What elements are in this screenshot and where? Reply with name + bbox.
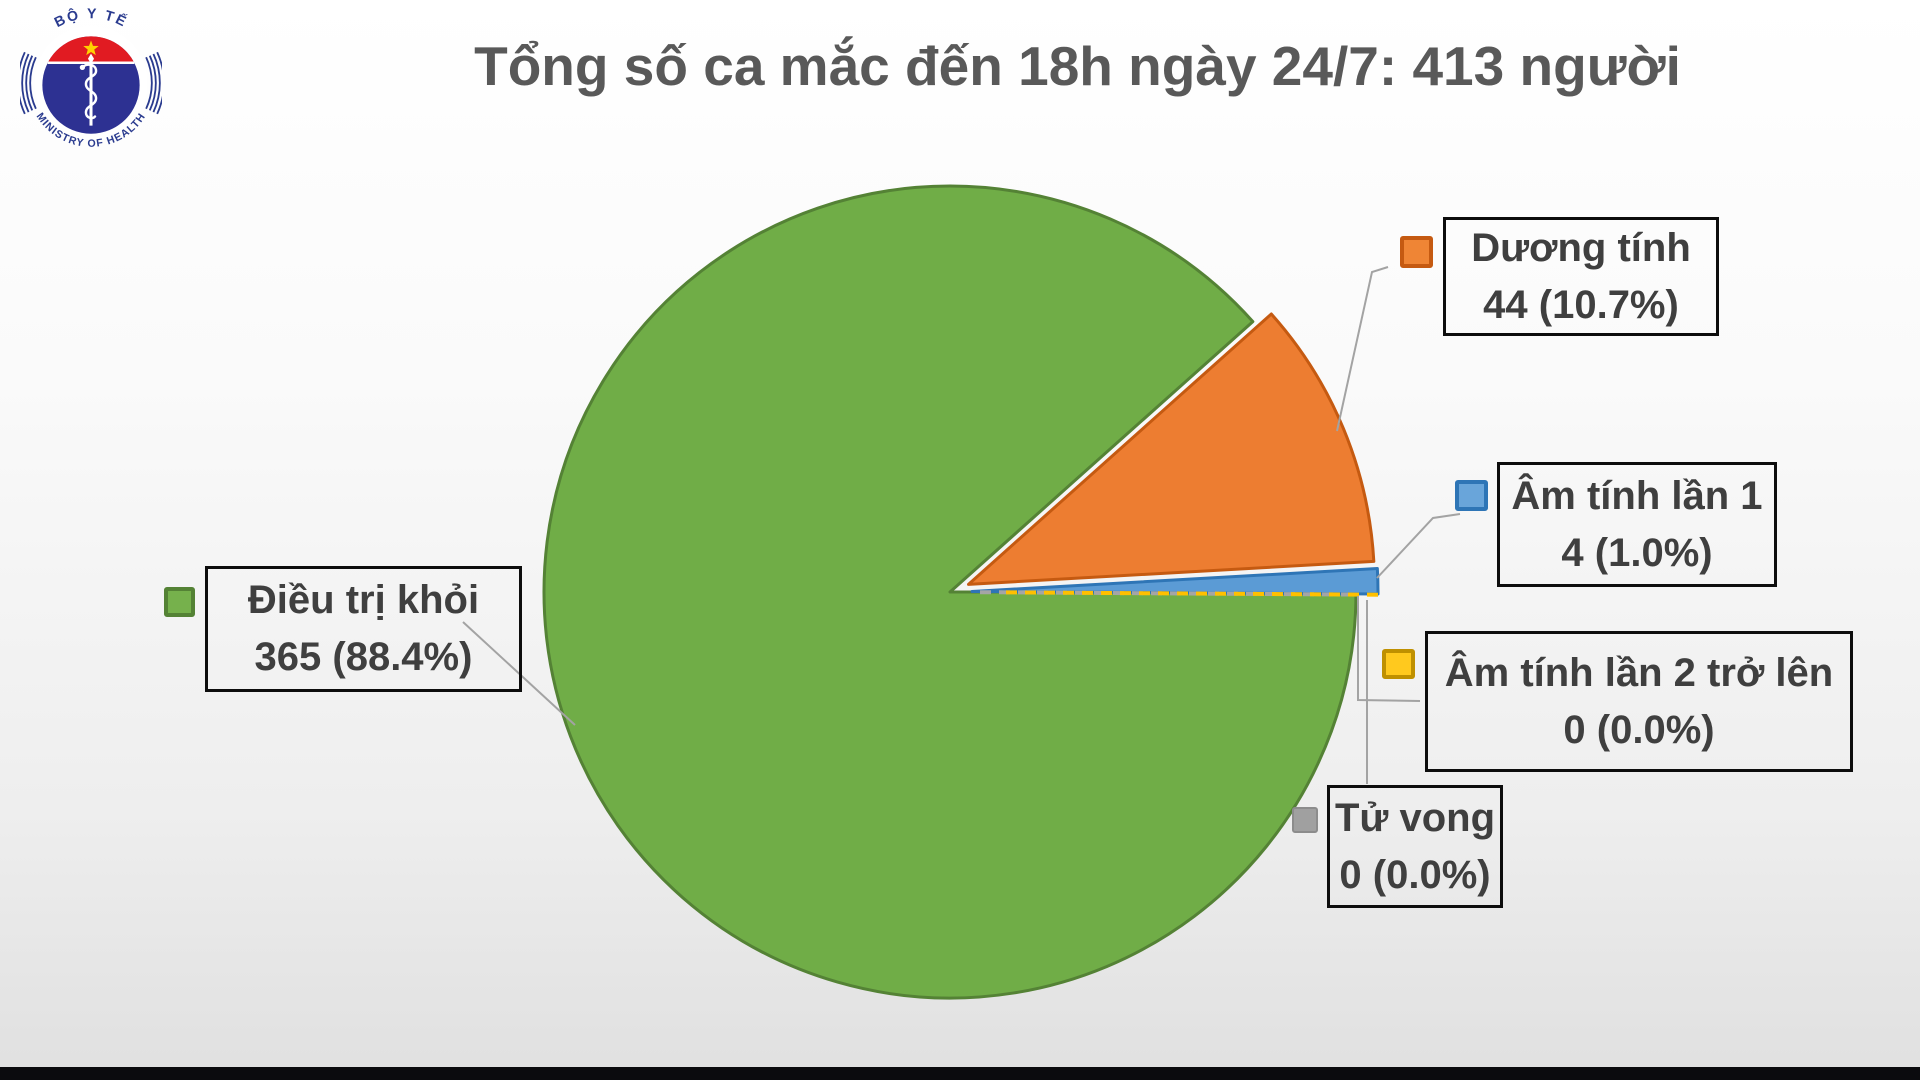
leader-line: [1357, 596, 1421, 702]
logo-side-arcs: [20, 51, 162, 115]
callout-value: 44 (10.7%): [1483, 282, 1679, 327]
leader-line: [1336, 266, 1389, 432]
callout-duong-tinh: Dương tính 44 (10.7%): [1443, 217, 1719, 336]
pie-slice-0: [542, 184, 1358, 1000]
callout-dieu-tri-khoi: Điều trị khỏi 365 (88.4%): [205, 566, 522, 692]
legend-swatch-tu-vong: [1292, 807, 1318, 833]
callout-label: Âm tính lần 2 trở lên: [1444, 650, 1834, 695]
callout-label: Tử vong: [1334, 795, 1496, 840]
legend-swatch-am-tinh-1: [1455, 480, 1488, 511]
legend-swatch-dieu-tri-khoi: [164, 587, 195, 617]
chart-title: Tổng số ca mắc đến 18h ngày 24/7: 413 ng…: [474, 35, 1681, 97]
callout-am-tinh-2: Âm tính lần 2 trở lên 0 (0.0%): [1425, 631, 1853, 772]
logo-star-icon: [83, 40, 99, 56]
callout-am-tinh-1: Âm tính lần 1 4 (1.0%): [1497, 462, 1777, 587]
callout-tu-vong: Tử vong 0 (0.0%): [1327, 785, 1503, 908]
pie-slice-1: [966, 312, 1376, 586]
callout-value: 0 (0.0%): [1563, 707, 1715, 752]
callout-label: Âm tính lần 1: [1511, 473, 1763, 518]
callout-value: 365 (88.4%): [254, 635, 473, 679]
callout-label: Điều trị khỏi: [247, 578, 480, 622]
pie-slice-3-zero-line: [1005, 590, 1383, 597]
bottom-bar: [0, 1067, 1920, 1080]
legend-swatch-duong-tinh: [1400, 236, 1433, 268]
ministry-of-health-logo: BỘ Y TẾ MINISTRY OF HEALTH: [20, 5, 162, 150]
callout-value: 4 (1.0%): [1561, 530, 1713, 575]
legend-swatch-am-tinh-2: [1382, 649, 1415, 679]
leader-line: [1376, 513, 1461, 579]
callout-label: Dương tính: [1471, 225, 1691, 270]
callout-value: 0 (0.0%): [1339, 852, 1491, 897]
